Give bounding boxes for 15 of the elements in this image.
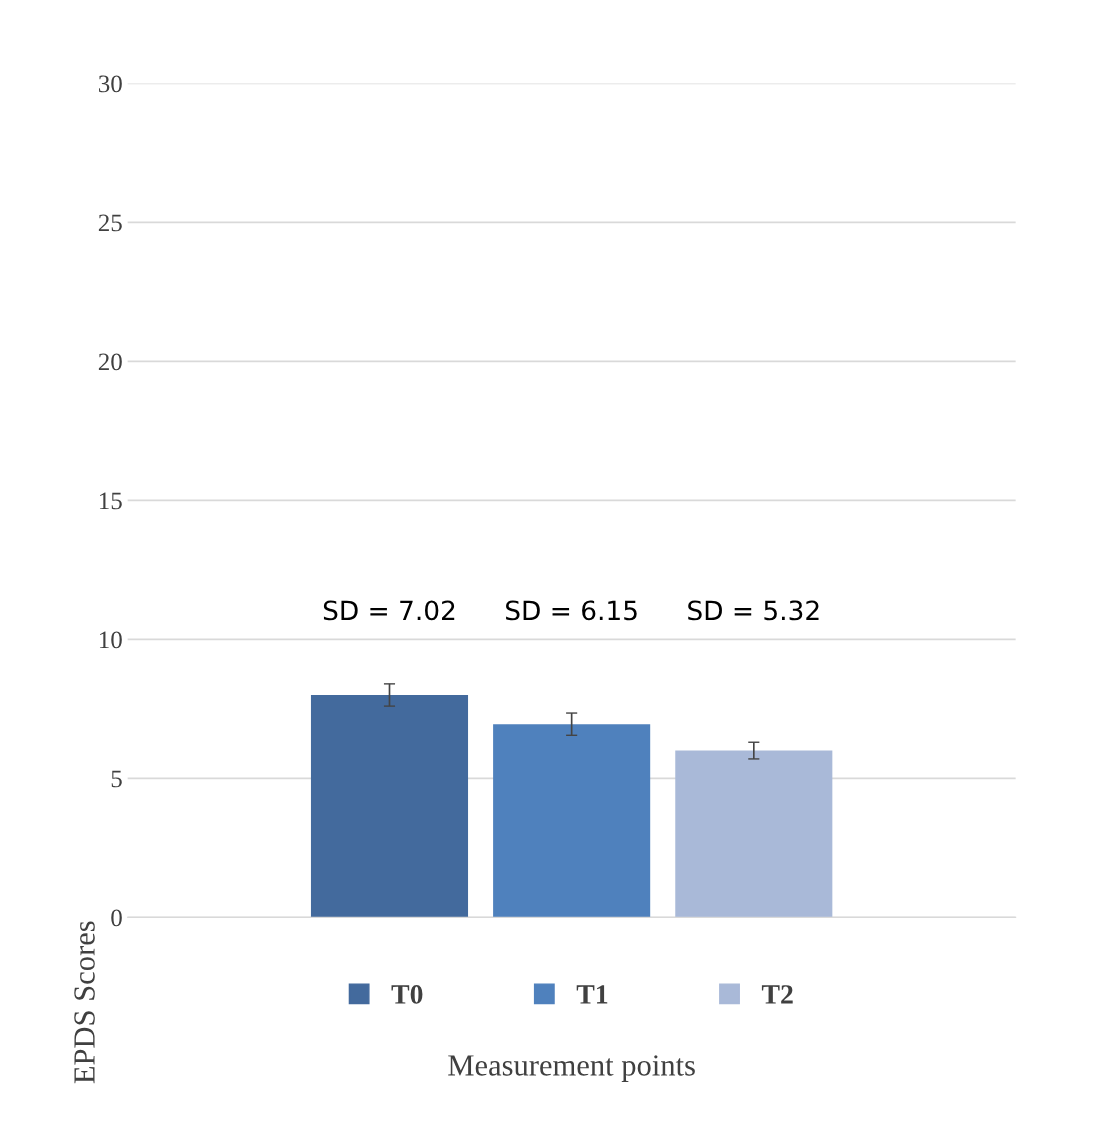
y-tick-label: 20 [98,353,122,371]
y-tick-label: 30 [98,75,122,93]
x-axis-title: Measurement points [448,1055,695,1082]
y-tick-label: 5 [111,770,122,788]
y-tick-label: 15 [99,492,122,510]
y-tick-label: 0 [111,909,122,927]
legend-label: T2 [761,985,793,1004]
legend-label: T1 [576,985,608,1004]
y-tick-label: 25 [98,214,122,232]
y-axis-title: EPDS Scores [74,921,95,1084]
annotation: SD = 5.32 [688,600,819,621]
y-tick-label: 10 [99,631,122,649]
legend-label: T0 [391,985,423,1004]
annotation: SD = 7.02 [323,600,455,621]
annotation: SD = 6.15 [506,600,637,621]
